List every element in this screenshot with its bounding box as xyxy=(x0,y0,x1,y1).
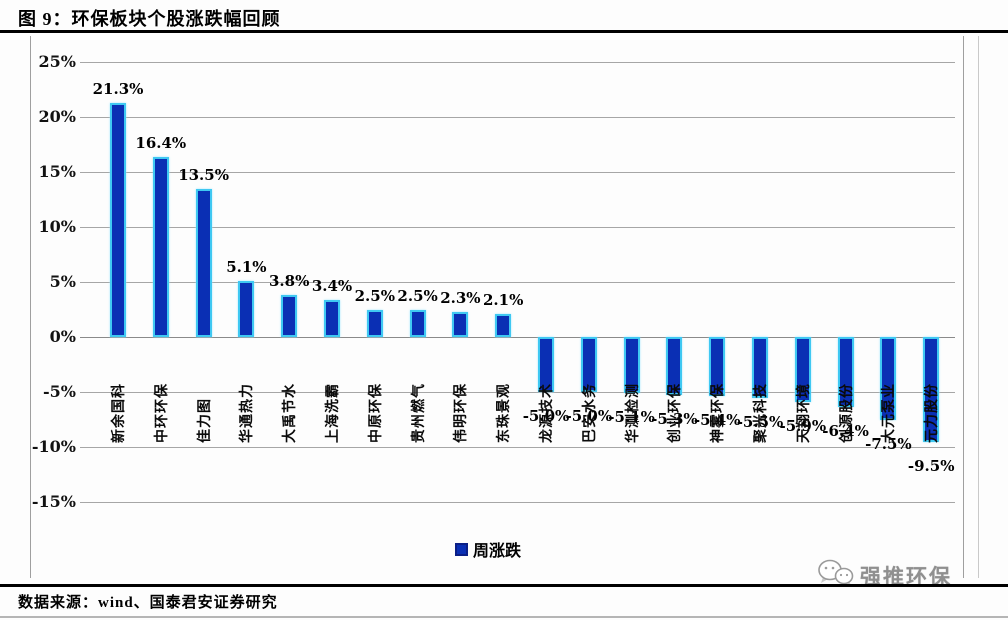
bar-value-label: 3.4% xyxy=(311,276,353,295)
bar xyxy=(752,337,768,398)
bar xyxy=(495,313,512,337)
category-label: 佳力图 xyxy=(195,398,212,443)
gridline xyxy=(80,502,955,503)
category-label: 聚光科技 xyxy=(752,383,768,443)
gridline xyxy=(80,337,955,338)
bar xyxy=(837,337,854,408)
figure-title: 图 9：环保板块个股涨跌幅回顾 xyxy=(18,9,281,29)
bar xyxy=(452,311,469,337)
y-axis-tick-label: 20% xyxy=(38,107,76,126)
y-axis-tick-label: 0% xyxy=(49,327,76,346)
bar xyxy=(238,280,255,337)
bar xyxy=(666,337,683,396)
bar-value-label: -6.4% xyxy=(822,422,869,441)
gridline xyxy=(80,392,955,393)
chart-frame-outer-border xyxy=(978,36,979,578)
bar xyxy=(794,337,811,402)
bar xyxy=(923,337,940,442)
category-label: 伟明环保 xyxy=(452,383,469,443)
bar xyxy=(709,337,726,397)
y-axis-tick-label: -10% xyxy=(31,437,76,456)
watermark-text: 强推环保 xyxy=(860,565,952,589)
bar-value-label: -5.5% xyxy=(736,412,784,431)
bottom-divider xyxy=(0,584,1008,587)
legend-swatch-icon xyxy=(455,542,468,556)
y-axis-tick-label: -5% xyxy=(43,382,76,401)
y-axis-tick-label: 10% xyxy=(38,217,76,236)
page-bottom-edge xyxy=(0,616,1008,618)
bar-value-label: 2.5% xyxy=(354,286,395,305)
category-label: 华测检测 xyxy=(623,383,640,443)
wechat-bubbles-icon xyxy=(816,558,856,593)
bar-value-label: -5.1% xyxy=(608,408,655,427)
category-label: 上海洗霸 xyxy=(324,383,340,443)
bar-value-label: 3.8% xyxy=(269,272,310,291)
category-label: 新余国科 xyxy=(110,383,126,443)
gridline xyxy=(80,62,955,63)
category-label: 神雾环保 xyxy=(709,383,726,443)
chart-frame xyxy=(30,36,964,578)
title-divider xyxy=(0,30,1008,33)
bar-value-label: -5.4% xyxy=(693,411,741,430)
y-axis-tick-label: -15% xyxy=(31,492,76,511)
category-label: 贵州燃气 xyxy=(409,383,426,443)
bar xyxy=(623,337,640,394)
category-label: 创源股份 xyxy=(837,383,854,443)
bar-value-label: 2.5% xyxy=(397,286,438,305)
gridline xyxy=(80,227,955,228)
gridline xyxy=(80,447,955,448)
watermark: 强推环保 xyxy=(816,558,952,593)
y-axis-tick-label: 25% xyxy=(38,52,76,71)
bar-value-label: 21.3% xyxy=(92,79,144,98)
bar-value-label: 2.1% xyxy=(483,290,524,309)
bar xyxy=(409,309,426,337)
y-axis-tick-label: 15% xyxy=(38,162,76,181)
y-axis-tick-label: 5% xyxy=(49,272,76,291)
category-label: 大禹节水 xyxy=(281,383,298,443)
bar xyxy=(580,337,597,392)
category-label: 华通热力 xyxy=(238,383,255,443)
bar-value-label: -5.3% xyxy=(651,410,698,429)
bar xyxy=(324,299,340,337)
bar-value-label: -7.5% xyxy=(865,434,912,453)
bar xyxy=(538,337,554,392)
category-label: 元力股份 xyxy=(923,383,940,443)
bar xyxy=(281,295,298,337)
bar-value-label: -5.0% xyxy=(565,407,613,425)
gridline xyxy=(80,117,955,118)
category-label: 天翔环境 xyxy=(794,383,811,443)
bar xyxy=(366,309,383,337)
bar-value-label: 13.5% xyxy=(178,165,229,184)
bar xyxy=(110,102,126,337)
bar xyxy=(152,156,169,337)
category-label: 中原环保 xyxy=(366,383,383,443)
category-label: 巴安水务 xyxy=(580,383,597,443)
category-label: 创业环保 xyxy=(666,383,683,443)
data-source-caption: 数据来源：wind、国泰君安证券研究 xyxy=(18,595,278,611)
category-label: 大元泵业 xyxy=(880,383,897,443)
bar-value-label: -5.9% xyxy=(779,416,827,435)
bar-value-label: -5.0% xyxy=(522,407,570,425)
category-label: 东珠景观 xyxy=(495,383,512,443)
gridline xyxy=(80,282,955,283)
category-label: 龙源技术 xyxy=(538,383,554,443)
bar-value-label: -9.5% xyxy=(907,456,955,475)
legend-series-label: 周涨跌 xyxy=(473,543,522,560)
category-label: 中环环保 xyxy=(152,383,169,443)
bar-value-label: 16.4% xyxy=(135,133,187,152)
gridline xyxy=(80,172,955,173)
bar xyxy=(880,337,897,420)
bar xyxy=(195,188,212,337)
bar-value-label: 5.1% xyxy=(226,257,267,276)
bar-value-label: 2.3% xyxy=(440,288,481,307)
chart-legend: 周涨跌 xyxy=(455,537,521,561)
